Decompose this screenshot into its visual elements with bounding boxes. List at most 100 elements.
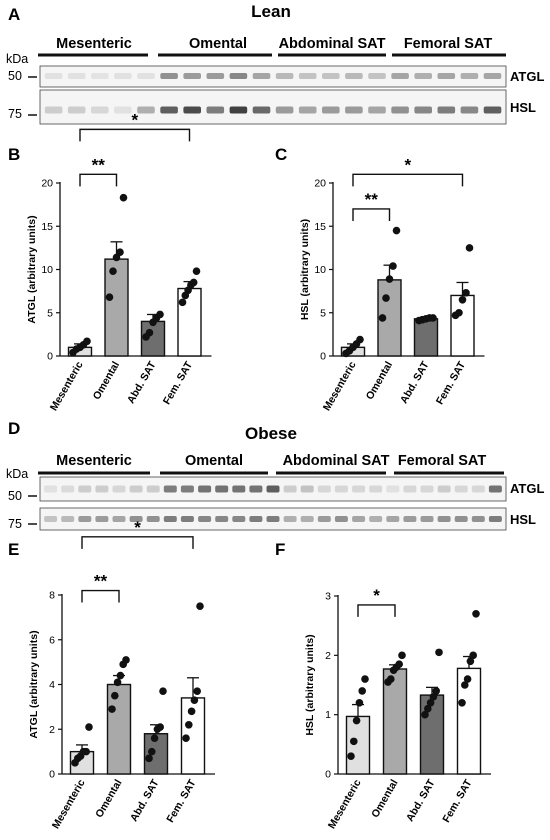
significance-bracket bbox=[357, 604, 396, 617]
x-category-label: Fem. SAT bbox=[434, 359, 469, 407]
blot-band bbox=[160, 73, 178, 79]
panel-letter-b: B bbox=[8, 145, 20, 164]
data-point bbox=[429, 314, 437, 322]
significance-marker: * bbox=[373, 586, 380, 605]
data-point bbox=[145, 754, 153, 763]
data-point bbox=[472, 610, 480, 618]
blot-band bbox=[471, 485, 485, 493]
chart-f-obese-hsl: 0 1 2 3 HSL (arbitrary units) Mesenteric Oment… bbox=[304, 586, 491, 831]
blot-band bbox=[454, 485, 468, 493]
data-point bbox=[192, 267, 201, 276]
blot-band bbox=[334, 516, 348, 522]
blot-band bbox=[249, 485, 263, 493]
y-tick-label: 8 bbox=[49, 590, 55, 602]
x-category-label: Fem. SAT bbox=[440, 777, 475, 825]
data-point bbox=[119, 193, 128, 202]
blot-band bbox=[78, 516, 92, 522]
lean-hsl-bands bbox=[44, 106, 502, 114]
obese-blot: Mesenteric Omental Abdominal SAT Femoral… bbox=[6, 453, 544, 531]
data-point bbox=[421, 710, 429, 719]
blot-band bbox=[488, 485, 502, 493]
blot-band bbox=[369, 485, 383, 493]
blot-band bbox=[206, 73, 225, 79]
y-tick-label: 0 bbox=[49, 769, 55, 781]
data-point bbox=[185, 720, 193, 729]
data-point bbox=[148, 747, 156, 756]
blot-band bbox=[229, 106, 248, 114]
blot-band bbox=[61, 485, 75, 493]
data-point bbox=[350, 737, 358, 746]
y-tick-label: 0 bbox=[320, 351, 326, 363]
blot-band bbox=[454, 516, 468, 522]
blot-band bbox=[437, 106, 456, 114]
x-category-label: Mesenteric bbox=[50, 777, 88, 831]
data-point bbox=[356, 335, 364, 344]
lean-blot: Mesenteric Omental Abdominal SAT Femoral… bbox=[6, 36, 544, 125]
blot-band bbox=[114, 73, 132, 79]
blot-band bbox=[91, 73, 109, 79]
blot-band bbox=[180, 516, 194, 522]
data-point bbox=[395, 660, 404, 669]
obese-group-abdominal: Abdominal SAT bbox=[283, 453, 390, 469]
blot-band bbox=[460, 73, 479, 79]
x-category-label: Abd. SAT bbox=[125, 359, 159, 406]
significance-bracket bbox=[79, 128, 191, 142]
blot-band bbox=[183, 73, 201, 79]
blot-band bbox=[275, 73, 294, 79]
obese-marker-50: 50 bbox=[8, 489, 22, 503]
data-point bbox=[83, 337, 91, 346]
data-point bbox=[398, 651, 406, 660]
obese-title: Obese bbox=[245, 424, 297, 443]
blot-band bbox=[180, 485, 194, 493]
significance-marker: ** bbox=[94, 572, 108, 591]
x-category-label: Omental bbox=[91, 359, 122, 401]
blot-band bbox=[298, 106, 317, 114]
blot-band bbox=[437, 485, 451, 493]
obese-hsl-label: HSL bbox=[510, 512, 536, 527]
blot-band bbox=[198, 485, 212, 493]
blot-band bbox=[129, 485, 143, 493]
significance-marker: ** bbox=[92, 155, 106, 174]
obese-hsl-bands bbox=[44, 516, 502, 522]
obese-group-mesenteric: Mesenteric bbox=[56, 453, 132, 469]
x-category-label: Fem. SAT bbox=[161, 359, 196, 407]
blot-band bbox=[420, 485, 434, 493]
y-tick-label: 5 bbox=[320, 307, 326, 319]
blot-band bbox=[369, 516, 383, 522]
blot-band bbox=[252, 73, 271, 79]
bar-abd-sat bbox=[413, 318, 439, 357]
y-axis-label: ATGL (arbitrary units) bbox=[28, 630, 40, 738]
bar-omental bbox=[104, 258, 129, 357]
blot-band bbox=[229, 73, 248, 79]
significance-marker: * bbox=[134, 518, 141, 537]
blot-band bbox=[391, 73, 409, 79]
blot-band bbox=[352, 516, 366, 522]
bar-mesenteric bbox=[345, 715, 371, 775]
blot-band bbox=[215, 516, 229, 522]
data-point bbox=[426, 699, 435, 707]
data-point bbox=[150, 734, 159, 742]
data-point bbox=[458, 295, 467, 304]
blot-band bbox=[437, 516, 451, 522]
blot-band bbox=[322, 106, 340, 114]
blot-band bbox=[386, 516, 400, 522]
panel-letter-f: F bbox=[275, 540, 285, 559]
blot-band bbox=[112, 516, 126, 522]
blot-band bbox=[163, 485, 177, 493]
y-tick-label: 20 bbox=[41, 178, 53, 190]
lean-title: Lean bbox=[251, 2, 291, 21]
blot-band bbox=[112, 485, 126, 493]
blot-band bbox=[146, 516, 160, 522]
blot-band bbox=[317, 485, 331, 493]
data-point bbox=[182, 734, 190, 742]
blot-band bbox=[198, 516, 212, 522]
blot-band bbox=[322, 73, 340, 79]
x-category-label: Omental bbox=[364, 359, 395, 401]
data-point bbox=[109, 267, 117, 276]
data-point bbox=[469, 651, 478, 660]
lean-hsl-membrane bbox=[39, 89, 507, 125]
blot-band bbox=[137, 73, 155, 79]
blot-band bbox=[129, 516, 143, 522]
blot-band bbox=[414, 106, 432, 114]
lean-atgl-label: ATGL bbox=[510, 69, 544, 84]
